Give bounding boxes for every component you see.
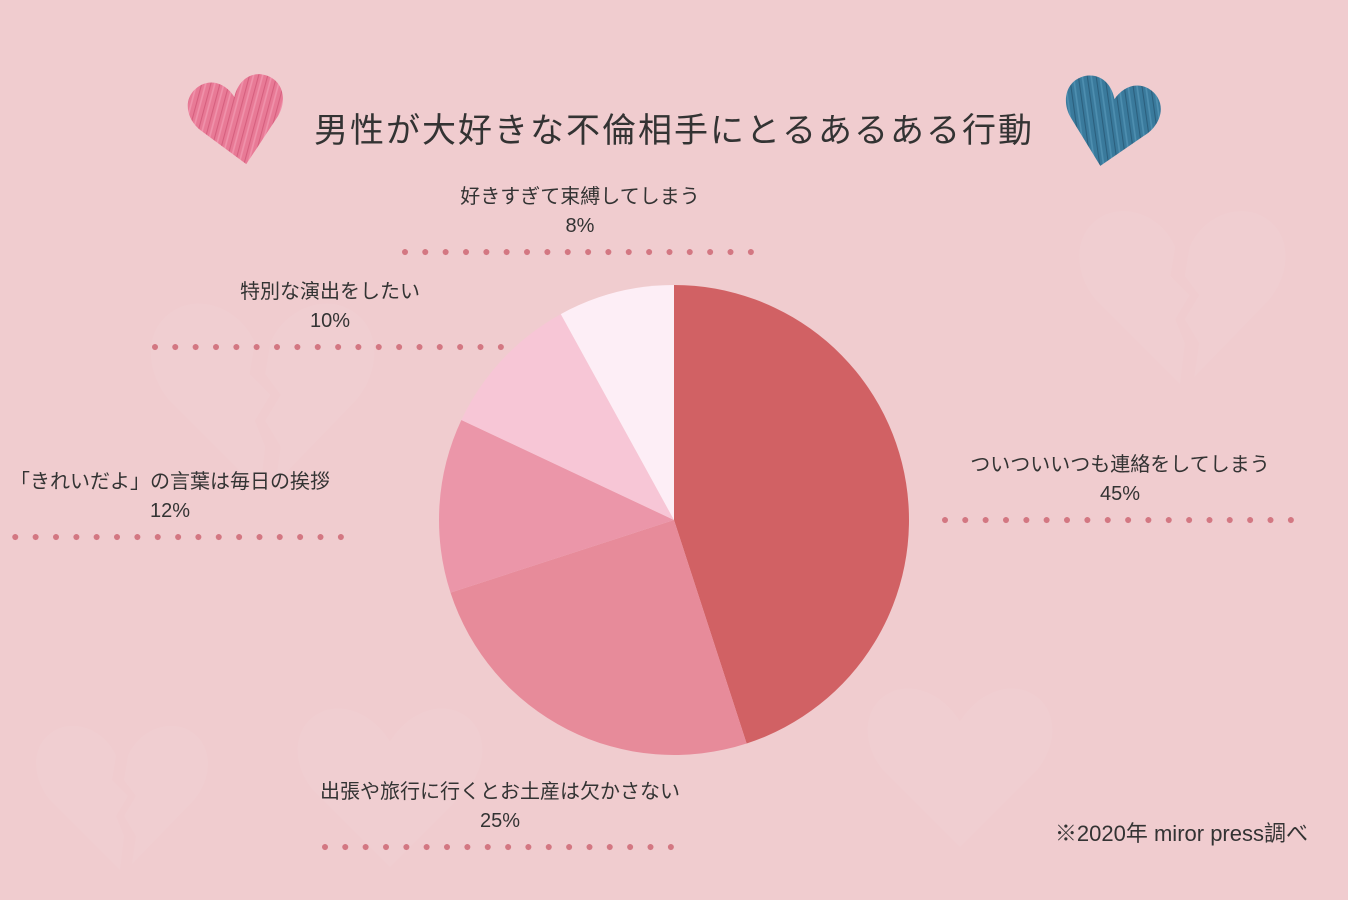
label-dots-deco: ● ● ● ● ● ● ● ● ● ● ● ● ● ● ● ● ● ● bbox=[150, 343, 510, 349]
slice-label-text: ついついいつも連絡をしてしまう bbox=[970, 454, 1269, 476]
slice-label: ついついいつも連絡をしてしまう 45% ● ● ● ● ● ● ● ● ● ● ● … bbox=[940, 448, 1300, 522]
slice-label-pct: 12% bbox=[0, 500, 350, 523]
slice-label-pct: 25% bbox=[320, 810, 680, 833]
slice-label-text: 出張や旅行に行くとお土産は欠かさない bbox=[320, 781, 680, 803]
label-dots-deco: ● ● ● ● ● ● ● ● ● ● ● ● ● ● ● ● ● ● bbox=[320, 843, 680, 849]
source-footnote: ※2020年 miror press調べ bbox=[1055, 816, 1308, 848]
slice-label: 出張や旅行に行くとお土産は欠かさない 25% ● ● ● ● ● ● ● ● ● ●… bbox=[320, 775, 680, 849]
slice-label-text: 好きすぎて束縛してしまう bbox=[460, 186, 699, 208]
slice-label: 好きすぎて束縛してしまう 8% ● ● ● ● ● ● ● ● ● ● ● ● ● … bbox=[400, 180, 760, 254]
slice-label: 「きれいだよ」の言葉は毎日の挨拶 12% ● ● ● ● ● ● ● ● ● ● ●… bbox=[0, 465, 350, 539]
label-dots-deco: ● ● ● ● ● ● ● ● ● ● ● ● ● ● ● ● ● ● bbox=[400, 248, 760, 254]
slice-label-pct: 45% bbox=[940, 483, 1300, 506]
label-dots-deco: ● ● ● ● ● ● ● ● ● ● ● ● ● ● ● ● ● ● bbox=[0, 533, 350, 539]
slice-label-pct: 10% bbox=[150, 310, 510, 333]
slice-label-text: 「きれいだよ」の言葉は毎日の挨拶 bbox=[10, 471, 330, 493]
pie-chart bbox=[0, 0, 1348, 878]
slice-label-text: 特別な演出をしたい bbox=[240, 281, 420, 303]
label-dots-deco: ● ● ● ● ● ● ● ● ● ● ● ● ● ● ● ● ● ● bbox=[940, 516, 1300, 522]
slice-label: 特別な演出をしたい 10% ● ● ● ● ● ● ● ● ● ● ● ● ● ● … bbox=[150, 275, 510, 349]
slice-label-pct: 8% bbox=[400, 215, 760, 238]
